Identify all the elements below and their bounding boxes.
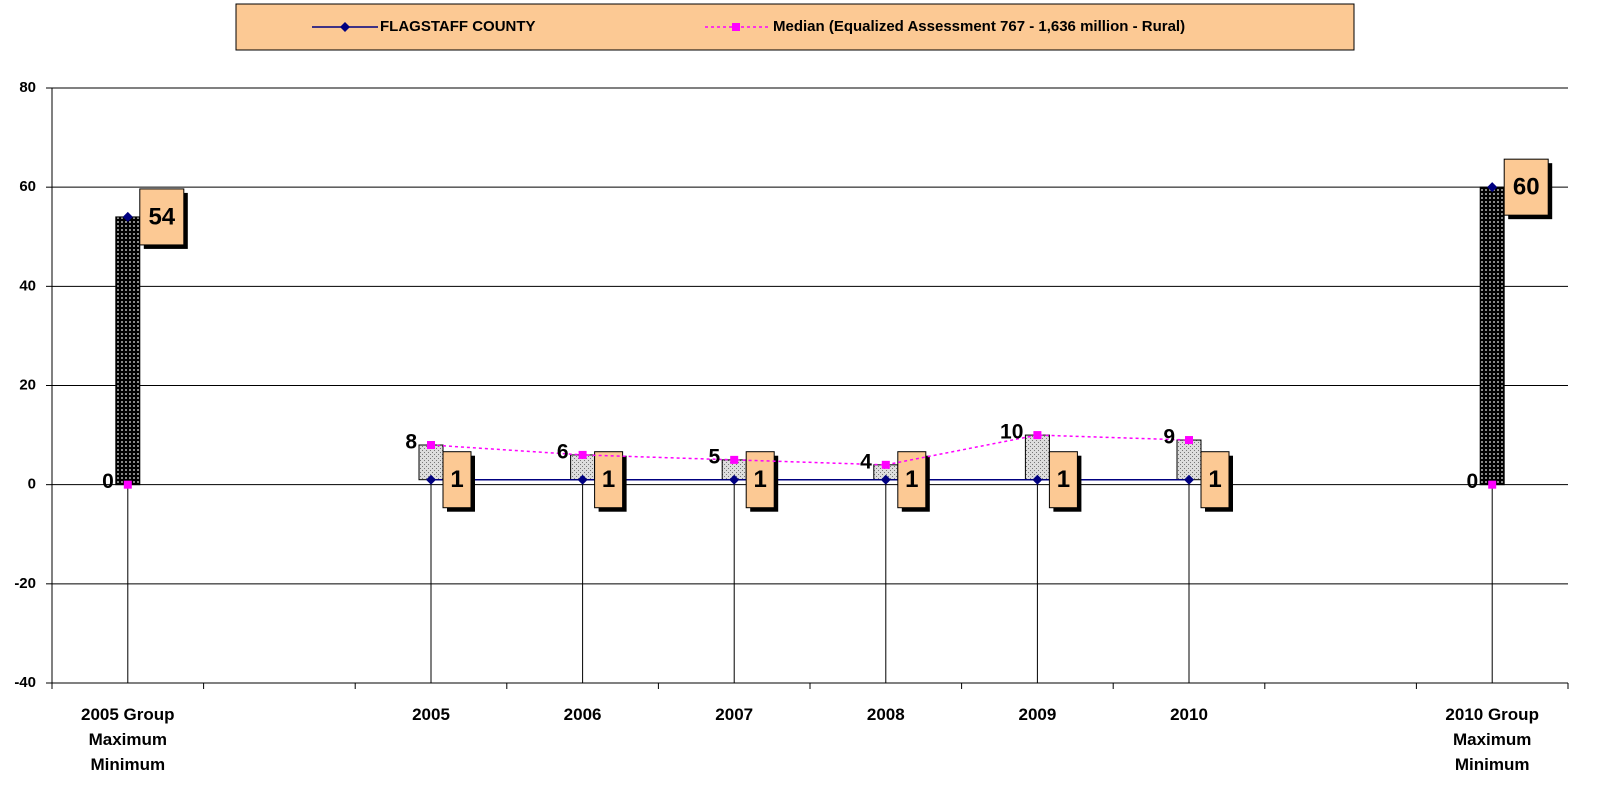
up-bar: [1479, 186, 1505, 486]
data-label: 0: [1467, 470, 1479, 493]
y-tick-label: 20: [19, 376, 36, 393]
data-label: 9: [1163, 426, 1175, 449]
y-tick-label: 40: [19, 277, 36, 294]
point: [880, 474, 891, 485]
point: [1185, 436, 1193, 445]
data-label: 10: [1000, 421, 1023, 444]
legend-label: Median (Equalized Assessment 767 - 1,636…: [773, 18, 1185, 35]
label-box: [1048, 451, 1078, 509]
data-label: 60: [1513, 174, 1540, 201]
data-label: 8: [405, 431, 417, 454]
x-tick-label: 2005: [412, 705, 450, 724]
point: [427, 441, 435, 449]
point: [1033, 431, 1042, 440]
data-label: 1: [905, 466, 918, 493]
x-tick-label: 2006: [564, 705, 602, 724]
label-box: [594, 451, 624, 509]
y-tick-label: -20: [14, 575, 36, 592]
down-bar: [418, 444, 444, 481]
x-tick-label: 2010: [1170, 705, 1208, 724]
x-tick-label: 2008: [867, 705, 905, 724]
down-bar: [1176, 439, 1202, 481]
legend-label: FLAGSTAFF COUNTY: [380, 18, 536, 35]
point: [1487, 182, 1498, 193]
legend-marker: [732, 23, 740, 31]
label-box: [1200, 451, 1230, 509]
data-label: 6: [557, 440, 569, 463]
legend-box: [235, 3, 1355, 51]
x-tick-label: 2005 Group Maximum Minimum: [81, 705, 175, 774]
label-box: [1503, 158, 1549, 216]
data-label: 5: [709, 445, 721, 468]
y-tick-label: -40: [14, 674, 36, 691]
data-label: 0: [102, 470, 114, 493]
point: [426, 474, 436, 485]
x-tick-label: 2009: [1018, 705, 1056, 724]
data-label: 54: [148, 203, 175, 230]
data-label: 1: [602, 466, 615, 493]
data-label: 1: [1208, 466, 1221, 493]
series-line: [430, 434, 1190, 466]
point: [1032, 474, 1043, 485]
data-label: 1: [1057, 466, 1070, 493]
up-bar: [115, 216, 141, 486]
point: [730, 455, 739, 464]
point: [123, 480, 132, 489]
point: [1184, 474, 1194, 485]
point: [729, 474, 740, 485]
data-label: 1: [450, 466, 463, 493]
x-tick-label: 2010 Group Maximum Minimum: [1445, 705, 1539, 774]
point: [1488, 480, 1497, 489]
label-box: [442, 451, 472, 509]
data-label: 1: [754, 466, 767, 493]
data-label: 4: [860, 450, 872, 473]
point: [578, 450, 587, 459]
legend-marker: [340, 22, 350, 32]
label-box: [139, 188, 185, 246]
label-box: [897, 451, 927, 509]
point: [122, 211, 133, 222]
y-tick-label: 0: [28, 476, 36, 493]
x-tick-label: 2007: [715, 705, 753, 724]
y-tick-label: 60: [19, 178, 36, 195]
point: [881, 460, 890, 469]
point: [577, 474, 588, 485]
y-tick-label: 80: [19, 79, 36, 96]
down-bar: [1024, 434, 1050, 481]
